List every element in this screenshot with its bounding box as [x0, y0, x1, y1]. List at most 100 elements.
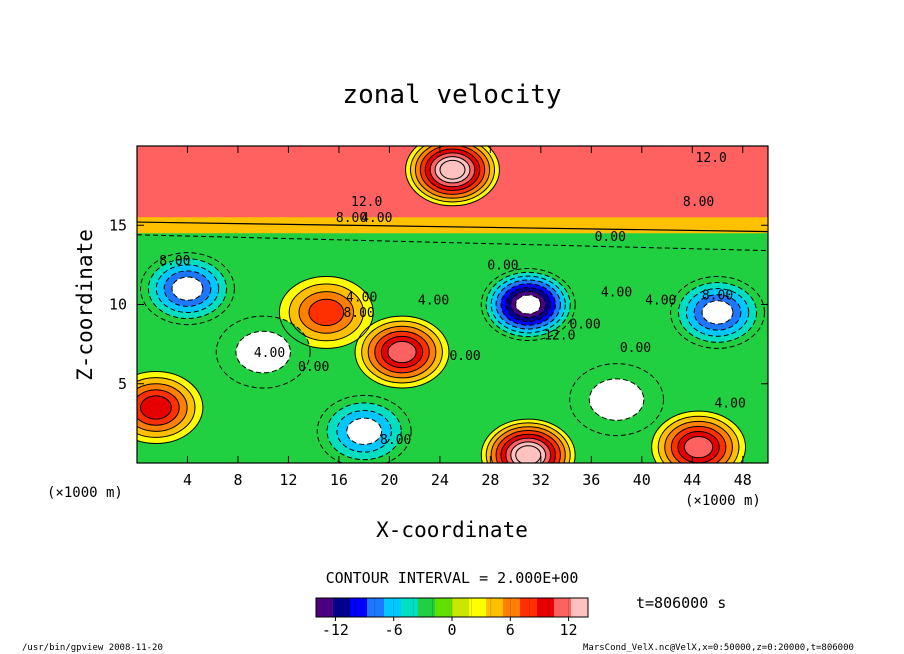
contour-3-3 [685, 288, 750, 337]
contour-4-2 [361, 320, 443, 384]
x-tick-label: 20 [380, 471, 398, 489]
contour-label: 8.00 [702, 289, 733, 304]
x-tick-label: 28 [481, 471, 499, 489]
contour-label: 8.00 [336, 211, 367, 226]
contour-label: 0.00 [569, 317, 600, 332]
contour-7-1 [480, 418, 576, 463]
contour-0-1 [405, 146, 500, 207]
contour-1-6 [505, 287, 552, 322]
plot-area: 12.012.08.008.004.000.000.008.004.008.00… [109, 145, 769, 489]
field-level-10-2 [235, 331, 291, 373]
contour-1-7 [510, 290, 547, 319]
x-tick-label: 40 [633, 471, 651, 489]
colorbar-gradient [316, 598, 588, 617]
contour-8-3 [664, 420, 733, 463]
y-tick-label: 5 [118, 375, 127, 393]
contour-2-2 [147, 258, 228, 320]
x-tick-label: 48 [734, 471, 752, 489]
contour-7-8 [515, 445, 542, 463]
contour-11-2 [588, 378, 645, 421]
colorbar-tick-label: 0 [447, 621, 456, 639]
contour-3-5 [701, 300, 734, 325]
x-tick-label: 16 [330, 471, 348, 489]
colorbar-tick-label: -6 [385, 621, 403, 639]
y-tick-label: 10 [109, 296, 127, 314]
contour-labels: 12.012.08.008.004.000.000.008.004.008.00… [159, 151, 746, 448]
contour-2-5 [171, 276, 204, 301]
shear-layer [137, 217, 768, 234]
contour-9-4 [346, 417, 383, 445]
colorbar-ticks: -12 -6 0 6 12 [322, 617, 578, 639]
y-tick-label: 15 [109, 216, 127, 234]
contour-1-8 [515, 294, 542, 315]
field-level-7-8 [515, 445, 541, 463]
contour-5-4 [308, 298, 345, 327]
contour-interval: CONTOUR INTERVAL = 2.000E+00 [326, 569, 579, 587]
y-axis: 5 10 15 [109, 216, 768, 393]
field-level-2-5 [172, 277, 203, 301]
contour-0-8 [439, 159, 466, 180]
x-tick-label: 36 [582, 471, 600, 489]
contour-9-2 [326, 402, 402, 461]
contour-label: 8.00 [159, 254, 190, 269]
contour-3-2 [677, 282, 758, 343]
contour-8-4 [670, 425, 727, 463]
contour-label: 0.00 [620, 341, 651, 356]
x-axis-title: X-coordinate [376, 518, 528, 542]
contour-5-1 [278, 275, 374, 349]
colorbar-tick-label: 12 [560, 621, 578, 639]
contour-label: 8.00 [380, 433, 411, 448]
contour-4-6 [387, 340, 417, 364]
contour-label: 12.0 [351, 195, 382, 210]
contour-1-5 [500, 283, 556, 326]
colorbar-tick-label: 6 [506, 621, 515, 639]
x-axis: 4 8 12 16 20 24 28 32 36 40 44 48 [183, 146, 752, 489]
x-unit-right: (×1000 m) [685, 493, 761, 509]
contour-label: 0.00 [449, 349, 480, 364]
field-level-3-5 [702, 300, 733, 325]
contour-10-1 [215, 315, 311, 389]
colorbar-tick-label: -12 [322, 621, 349, 639]
contour-6-4 [137, 389, 180, 426]
x-tick-label: 12 [279, 471, 297, 489]
contour-10-2 [235, 330, 291, 374]
contour-label: 4.00 [346, 290, 377, 305]
contour-lines [137, 146, 768, 463]
time-label: t=806000 s [636, 594, 726, 612]
contour-8-1 [651, 410, 747, 463]
contour-6-1 [137, 371, 204, 444]
contour-label: 8.00 [343, 306, 374, 321]
x-tick-label: 32 [532, 471, 550, 489]
contour-label: 0.00 [595, 230, 626, 245]
x-tick-label: 44 [683, 471, 701, 489]
contour-2-1 [140, 252, 235, 326]
field-level-5-4 [308, 299, 344, 326]
contour-label: 4.00 [714, 397, 745, 412]
contour-4-1 [354, 315, 450, 389]
footer-left: /usr/bin/gpview 2008-11-20 [22, 643, 163, 653]
contour-1-4 [495, 279, 561, 330]
footer-right: MarsCond_VelX.nc@VelX,x=0:50000,z=0:2000… [583, 643, 854, 653]
contour-label: 4.00 [601, 286, 632, 301]
colorbar-separators [335, 598, 569, 617]
field-level-9-4 [346, 418, 382, 445]
contour-8-6 [683, 436, 714, 459]
contour-5-2 [288, 283, 364, 342]
contour-7-7 [510, 441, 547, 463]
contour-6-5 [139, 395, 172, 420]
field-level-6-5 [140, 395, 172, 420]
contour-5-3 [298, 291, 355, 334]
contour-7-2 [485, 422, 571, 463]
contour-label: 12.0 [544, 328, 575, 343]
contour-2-3 [155, 264, 220, 313]
contour-7-4 [495, 430, 561, 463]
contour-4-5 [380, 335, 424, 369]
contour-4-4 [374, 330, 430, 374]
contour-6-2 [137, 377, 196, 438]
contour-label: 4.00 [645, 294, 676, 309]
contour-label: 0.00 [487, 259, 518, 274]
contour-7-6 [505, 437, 552, 463]
contour-label: 4.00 [361, 211, 392, 226]
contour-4-3 [367, 325, 437, 379]
